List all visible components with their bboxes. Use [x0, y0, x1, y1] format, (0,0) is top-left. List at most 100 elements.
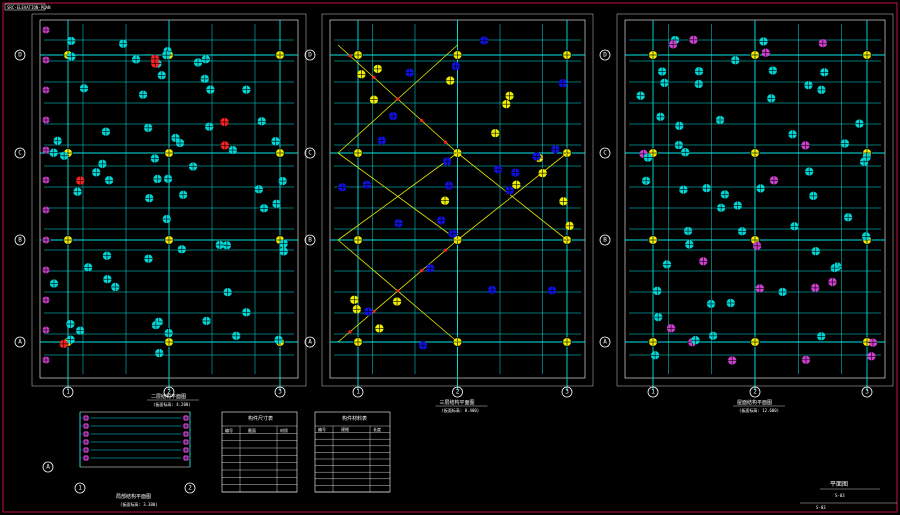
- plan-title: 三层结构平面图: [440, 399, 475, 406]
- column-symbol: [275, 148, 285, 158]
- svg-text:D: D: [18, 52, 22, 59]
- column-symbol: [501, 99, 512, 110]
- svg-text:D: D: [308, 52, 312, 59]
- column-symbol: [827, 277, 838, 288]
- column-symbol: [706, 298, 717, 309]
- column-symbol: [65, 319, 76, 330]
- column-symbol: [752, 240, 763, 251]
- column-symbol: [750, 337, 760, 347]
- column-symbol: [149, 153, 160, 164]
- column-symbol: [199, 73, 210, 84]
- column-symbol: [253, 184, 264, 195]
- column-symbol: [562, 50, 572, 60]
- column-symbol: [701, 183, 712, 194]
- column-symbol: [156, 70, 167, 81]
- svg-text:2: 2: [167, 389, 171, 396]
- column-symbol: [259, 203, 270, 214]
- column-symbol: [181, 453, 191, 463]
- column-symbol: [817, 38, 828, 49]
- column-symbol: [558, 196, 569, 207]
- column-symbol: [684, 239, 695, 250]
- column-symbol: [170, 132, 181, 143]
- column-symbol: [372, 63, 383, 74]
- column-symbol: [816, 84, 827, 95]
- column-symbol: [144, 193, 155, 204]
- column-symbol: [152, 173, 163, 184]
- table-left: 构件尺寸表 编号 截面 材质: [221, 411, 298, 493]
- column-symbol: [635, 90, 646, 101]
- column-symbol: [161, 214, 172, 225]
- column-symbol: [91, 167, 102, 178]
- column-symbol: [214, 239, 225, 250]
- svg-text:B: B: [603, 237, 607, 244]
- column-symbol: [273, 334, 284, 345]
- column-symbol: [816, 331, 827, 342]
- column-symbol: [655, 111, 666, 122]
- column-symbol: [750, 50, 760, 60]
- column-symbol: [750, 148, 760, 158]
- column-symbol: [504, 185, 515, 196]
- table-header: 截面: [248, 427, 256, 433]
- grid-bubble-col-1: 1: [62, 386, 74, 398]
- column-symbol: [719, 189, 730, 200]
- column-symbol: [374, 323, 385, 334]
- column-symbol: [150, 320, 161, 331]
- column-symbol: [479, 35, 490, 46]
- column-symbol: [393, 218, 404, 229]
- column-symbol: [118, 38, 129, 49]
- svg-text:3: 3: [865, 389, 869, 396]
- column-symbol: [708, 330, 719, 341]
- sheet-title: 平面图: [830, 481, 848, 488]
- column-symbol: [803, 80, 814, 91]
- svg-text:1: 1: [66, 389, 70, 396]
- column-symbol: [231, 330, 242, 341]
- svg-text:2: 2: [753, 389, 757, 396]
- column-symbol: [356, 69, 367, 80]
- column-symbol: [41, 295, 51, 305]
- column-symbol: [81, 453, 91, 463]
- column-symbol: [642, 152, 653, 163]
- plan-title: 二层结构平面图: [151, 393, 186, 400]
- svg-text:D: D: [603, 52, 607, 59]
- column-symbol: [789, 221, 800, 232]
- column-symbol: [164, 235, 174, 245]
- column-symbol: [673, 140, 684, 151]
- column-symbol: [150, 53, 161, 64]
- column-symbol: [648, 235, 658, 245]
- column-symbol: [452, 50, 463, 60]
- column-symbol: [270, 136, 281, 147]
- column-symbol: [493, 164, 504, 175]
- svg-text:C: C: [603, 150, 607, 157]
- column-symbol: [41, 25, 51, 35]
- column-symbol: [271, 198, 282, 209]
- column-symbol: [78, 83, 89, 94]
- title-tag-text: SRC-ELEVATION-PLAN: [7, 5, 51, 10]
- column-symbol: [490, 128, 501, 139]
- column-symbol: [181, 429, 191, 439]
- column-symbol: [52, 135, 63, 146]
- plan-1: 1 2 3 D C B A 二层结构平面图(板面标高: 4.200): [14, 13, 307, 407]
- column-symbol: [867, 337, 878, 348]
- column-symbol: [641, 175, 652, 186]
- column-symbol: [404, 67, 415, 78]
- column-symbol: [164, 337, 174, 347]
- grid-bubble-row-A: A: [599, 336, 611, 348]
- column-symbol: [353, 337, 363, 347]
- column-symbol: [65, 334, 76, 345]
- grid-bubble-row-A: A: [14, 336, 26, 348]
- column-symbol: [353, 235, 363, 245]
- column-symbol: [657, 66, 668, 77]
- svg-text:1: 1: [78, 485, 82, 492]
- column-symbol: [376, 135, 387, 146]
- column-symbol: [97, 158, 108, 169]
- column-symbol: [557, 78, 568, 89]
- column-symbol: [659, 77, 670, 88]
- svg-text:A: A: [18, 339, 22, 346]
- column-symbol: [75, 325, 86, 336]
- column-symbol: [178, 189, 189, 200]
- column-symbol: [58, 338, 69, 349]
- column-symbol: [674, 120, 685, 131]
- column-symbol: [363, 306, 374, 317]
- grid-bubble-col-1: 1: [647, 386, 659, 398]
- title-block: 平面图 S-03 S-03: [800, 481, 897, 510]
